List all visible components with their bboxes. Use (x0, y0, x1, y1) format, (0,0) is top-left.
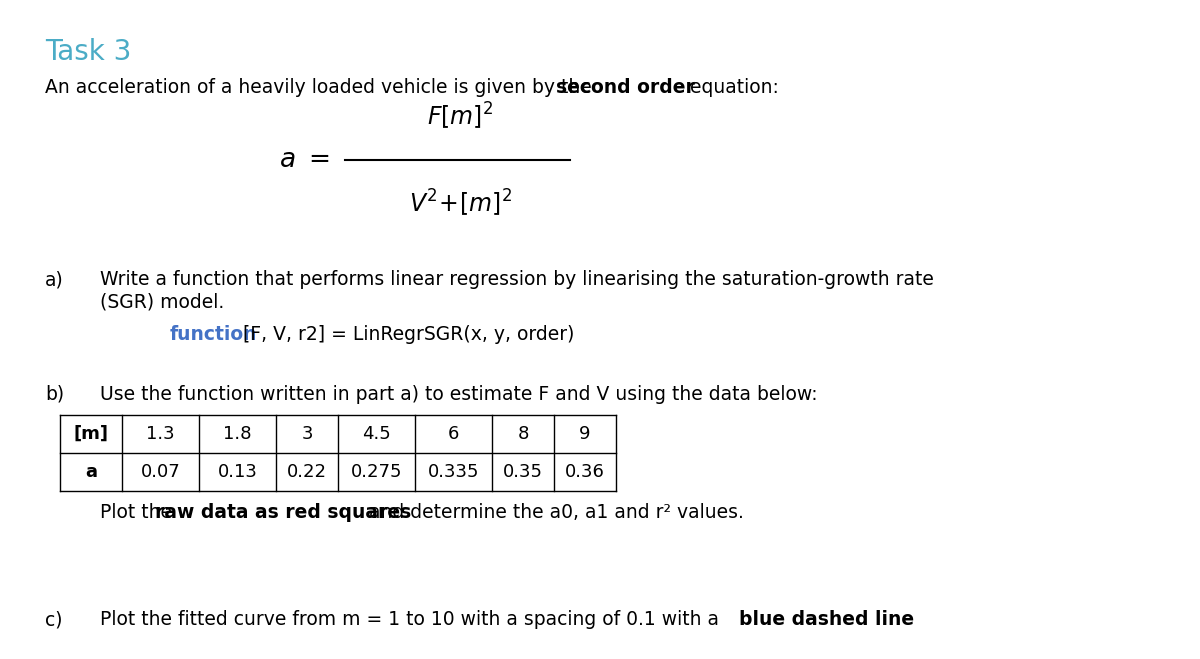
Text: [F, V, r2] = LinRegrSGR(x, y, order): [F, V, r2] = LinRegrSGR(x, y, order) (238, 325, 575, 344)
Text: function: function (170, 325, 258, 344)
Text: Plot the: Plot the (100, 503, 178, 522)
Text: a: a (85, 463, 97, 481)
Text: a): a) (46, 270, 64, 289)
Text: c): c) (46, 610, 62, 629)
Text: equation:: equation: (684, 78, 779, 97)
Text: 1.8: 1.8 (223, 425, 252, 443)
Text: Use the function written in part a) to estimate F and V using the data below:: Use the function written in part a) to e… (100, 385, 817, 404)
Text: 1.3: 1.3 (146, 425, 175, 443)
Text: 9: 9 (580, 425, 590, 443)
Text: Task 3: Task 3 (46, 38, 131, 66)
Text: 0.36: 0.36 (565, 463, 605, 481)
Text: 3: 3 (301, 425, 313, 443)
Text: $V^2\!+\![m]^2$: $V^2\!+\![m]^2$ (408, 188, 511, 219)
Text: .: . (858, 610, 864, 629)
Text: blue dashed line: blue dashed line (739, 610, 914, 629)
Text: b): b) (46, 385, 64, 404)
Text: 0.275: 0.275 (350, 463, 402, 481)
Text: 0.07: 0.07 (140, 463, 180, 481)
Text: 0.13: 0.13 (217, 463, 258, 481)
Text: Write a function that performs linear regression by linearising the saturation-g: Write a function that performs linear re… (100, 270, 934, 289)
Text: 4.5: 4.5 (362, 425, 391, 443)
Text: $\mathit{a}\ =$: $\mathit{a}\ =$ (278, 147, 330, 173)
Text: 0.35: 0.35 (503, 463, 542, 481)
Text: 6: 6 (448, 425, 460, 443)
Text: (SGR) model.: (SGR) model. (100, 292, 224, 311)
Text: 0.22: 0.22 (287, 463, 326, 481)
Text: 0.335: 0.335 (427, 463, 479, 481)
Text: [m]: [m] (73, 425, 108, 443)
Text: and determine the a0, a1 and r² values.: and determine the a0, a1 and r² values. (364, 503, 744, 522)
Text: second order: second order (556, 78, 695, 97)
Text: 8: 8 (517, 425, 529, 443)
Text: An acceleration of a heavily loaded vehicle is given by the: An acceleration of a heavily loaded vehi… (46, 78, 598, 97)
Text: raw data as red squares: raw data as red squares (155, 503, 412, 522)
Text: $F[m]^2$: $F[m]^2$ (427, 101, 493, 132)
Text: Plot the fitted curve from m = 1 to 10 with a spacing of 0.1 with a: Plot the fitted curve from m = 1 to 10 w… (100, 610, 725, 629)
